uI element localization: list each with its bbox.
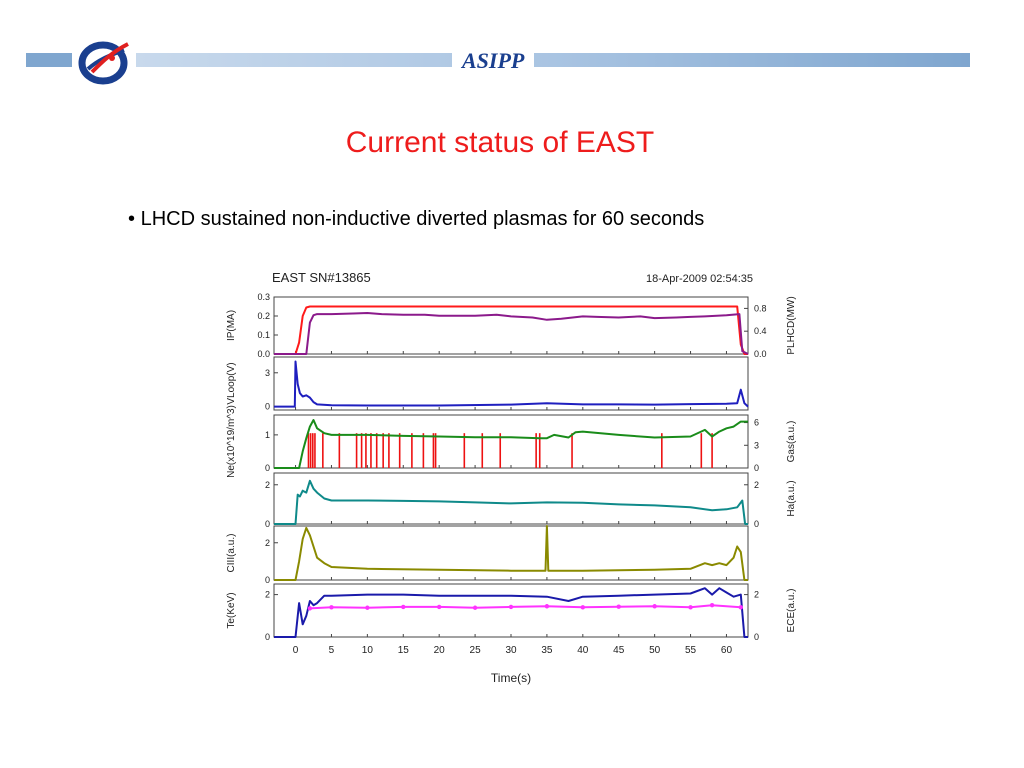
chart-panel-1: 0.0 0.1 0.2 0.3 0.0 0.4 0.8 IP(MA) PLHCD(MW) <box>226 292 797 359</box>
y-tick-label: 0.1 <box>257 330 270 340</box>
bullet-text: LHCD sustained non-inductive diverted pl… <box>140 208 705 230</box>
header-bar-left <box>26 53 72 67</box>
x-tick-label: 60 <box>721 645 733 656</box>
x-tick-label: 25 <box>470 645 482 656</box>
series-line <box>274 525 748 581</box>
x-tick-label: 55 <box>685 645 697 656</box>
y-tick-label: 0.2 <box>257 311 270 321</box>
series-line <box>274 360 749 408</box>
asipp-logo-icon <box>74 38 136 86</box>
series-line <box>274 587 748 638</box>
series-marker <box>544 604 550 609</box>
y2-tick-label: 2 <box>754 480 759 490</box>
y2-axis-label: ECE(a.u.) <box>786 589 797 633</box>
chart-title: EAST SN#13865 <box>272 270 371 285</box>
y2-tick-label: 3 <box>754 440 759 450</box>
chart-panel-2: 0 3 VLoop(V) <box>226 356 749 412</box>
y2-axis-label: Gas(a.u.) <box>786 421 797 463</box>
series-marker <box>508 604 514 610</box>
panel-frame <box>273 414 749 469</box>
y-tick-label: 0.0 <box>257 349 270 359</box>
y2-axis-label: PLHCD(MW) <box>786 296 797 354</box>
y2-tick-label: 0.8 <box>754 303 767 313</box>
y2-tick-label: 0 <box>754 519 759 529</box>
series-marker <box>401 604 406 610</box>
y-tick-label: 0 <box>265 519 270 529</box>
series-marker <box>307 606 313 611</box>
y-tick-label: 0.3 <box>257 292 270 302</box>
series-line <box>309 604 741 610</box>
y-tick-label: 2 <box>265 538 270 548</box>
x-tick-label: 10 <box>362 645 374 656</box>
y-tick-label: 2 <box>265 480 270 490</box>
series-marker <box>580 605 586 610</box>
chart-panel-5: 0 2 CIII(a.u.) <box>226 525 749 585</box>
chart-timestamp: 18-Apr-2009 02:54:35 <box>646 273 753 285</box>
y-axis-label: IP(MA) <box>226 310 237 341</box>
chart-panel-4: 0 2 0 2 Ha(a.u.) <box>265 472 797 529</box>
panel-frame <box>273 583 749 638</box>
y2-tick-label: 0.0 <box>754 349 767 359</box>
bullet-marker: • <box>128 208 136 230</box>
y2-axis-label: Ha(a.u.) <box>786 480 797 516</box>
y2-tick-label: 0.4 <box>754 326 767 336</box>
chart-figure: EAST SN#13865 18-Apr-2009 02:54:35 Time(… <box>218 262 818 694</box>
y-tick-label: 0 <box>265 402 270 412</box>
y2-tick-label: 2 <box>754 590 759 600</box>
x-tick-label: 45 <box>613 645 625 656</box>
series-marker <box>365 605 370 610</box>
x-tick-label: 0 <box>293 645 299 656</box>
series-marker <box>329 605 334 610</box>
x-tick-label: 15 <box>398 645 410 656</box>
y-tick-label: 1 <box>265 430 270 440</box>
y-tick-label: 0 <box>265 575 270 585</box>
series-line <box>274 419 748 469</box>
chart-panel-6: 0 2 0 2 Te(KeV) ECE(a.u.) <box>226 583 797 642</box>
series-marker <box>616 604 621 609</box>
chart-panel-3: 0 1 0 3 6 Ne(x10^19/m^3) Gas(a.u.) <box>226 405 797 478</box>
x-tick-label: 35 <box>541 645 553 656</box>
x-axis-label: Time(s) <box>491 671 531 685</box>
series-marker <box>652 604 657 609</box>
y2-tick-label: 6 <box>754 418 759 428</box>
series-marker <box>709 603 715 608</box>
x-tick-label: 40 <box>577 645 589 656</box>
series-line <box>274 312 749 355</box>
panel-frame <box>273 525 749 581</box>
panel-frame <box>273 356 749 411</box>
series-line <box>274 479 748 525</box>
x-tick-label: 30 <box>505 645 517 656</box>
series-marker <box>688 605 693 610</box>
y-tick-label: 0 <box>265 463 270 473</box>
organization-name: ASIPP <box>452 48 535 74</box>
y-axis-label: Ne(x10^19/m^3) <box>226 405 237 478</box>
plot-area: 0.0 0.1 0.2 0.3 0.0 0.4 0.8 IP(MA) PLHCD(MW) 0 3 VL… <box>226 292 797 656</box>
x-tick-label: 20 <box>434 645 446 656</box>
panel-frame <box>273 472 749 525</box>
x-tick-label: 5 <box>329 645 335 656</box>
y-tick-label: 0 <box>265 632 270 642</box>
series-line <box>274 305 748 355</box>
multi-panel-chart: EAST SN#13865 18-Apr-2009 02:54:35 Time(… <box>226 270 797 685</box>
slide-title: Current status of EAST <box>345 126 655 159</box>
y2-tick-label: 0 <box>754 463 759 473</box>
y-axis-label: CIII(a.u.) <box>226 534 237 573</box>
series-marker <box>436 604 442 610</box>
y-axis-label: Te(KeV) <box>226 592 237 628</box>
series-marker <box>472 605 478 610</box>
y2-tick-label: 0 <box>754 632 759 642</box>
y-tick-label: 3 <box>265 368 270 378</box>
y-tick-label: 2 <box>265 590 270 600</box>
bullet-item: • LHCD sustained non-inductive diverted … <box>128 208 704 231</box>
y-axis-label: VLoop(V) <box>226 362 237 404</box>
series-marker <box>738 605 744 610</box>
header-bar-right <box>136 53 970 67</box>
x-tick-label: 50 <box>649 645 661 656</box>
